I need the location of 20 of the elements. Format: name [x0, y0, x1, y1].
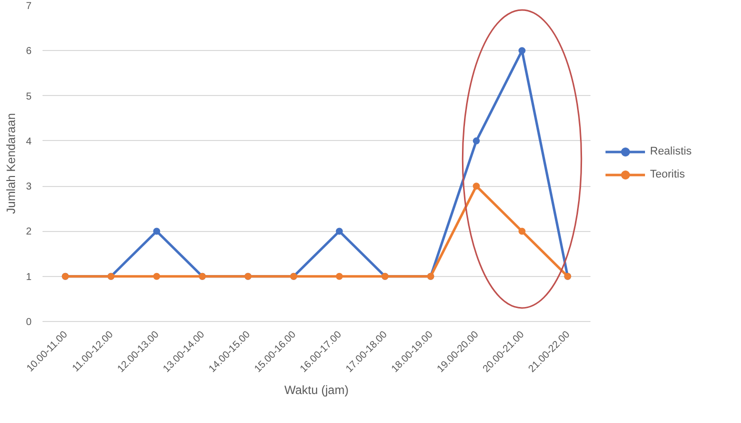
y-tick-label: 0: [26, 317, 32, 328]
y-tick-label: 6: [26, 46, 32, 58]
y-tick-label: 3: [26, 182, 32, 193]
y-tick-label: 4: [26, 136, 32, 148]
point: [153, 228, 160, 235]
legend-label: Realistis: [650, 146, 692, 158]
y-axis-title: Jumlah Kendaraan: [4, 113, 18, 214]
y-tick-label: 5: [26, 91, 32, 102]
point: [336, 272, 343, 280]
y-tick-label: 1: [26, 272, 32, 283]
y-tick-label: 2: [26, 226, 32, 238]
y-tick-label: 7: [26, 1, 32, 12]
point: [472, 137, 480, 144]
point: [153, 272, 160, 280]
legend-label: Teoritis: [650, 168, 685, 180]
x-axis-title: Waktu (jam): [284, 383, 349, 398]
point: [518, 228, 526, 235]
point: [518, 47, 526, 54]
point: [336, 228, 343, 235]
point: [472, 182, 480, 190]
